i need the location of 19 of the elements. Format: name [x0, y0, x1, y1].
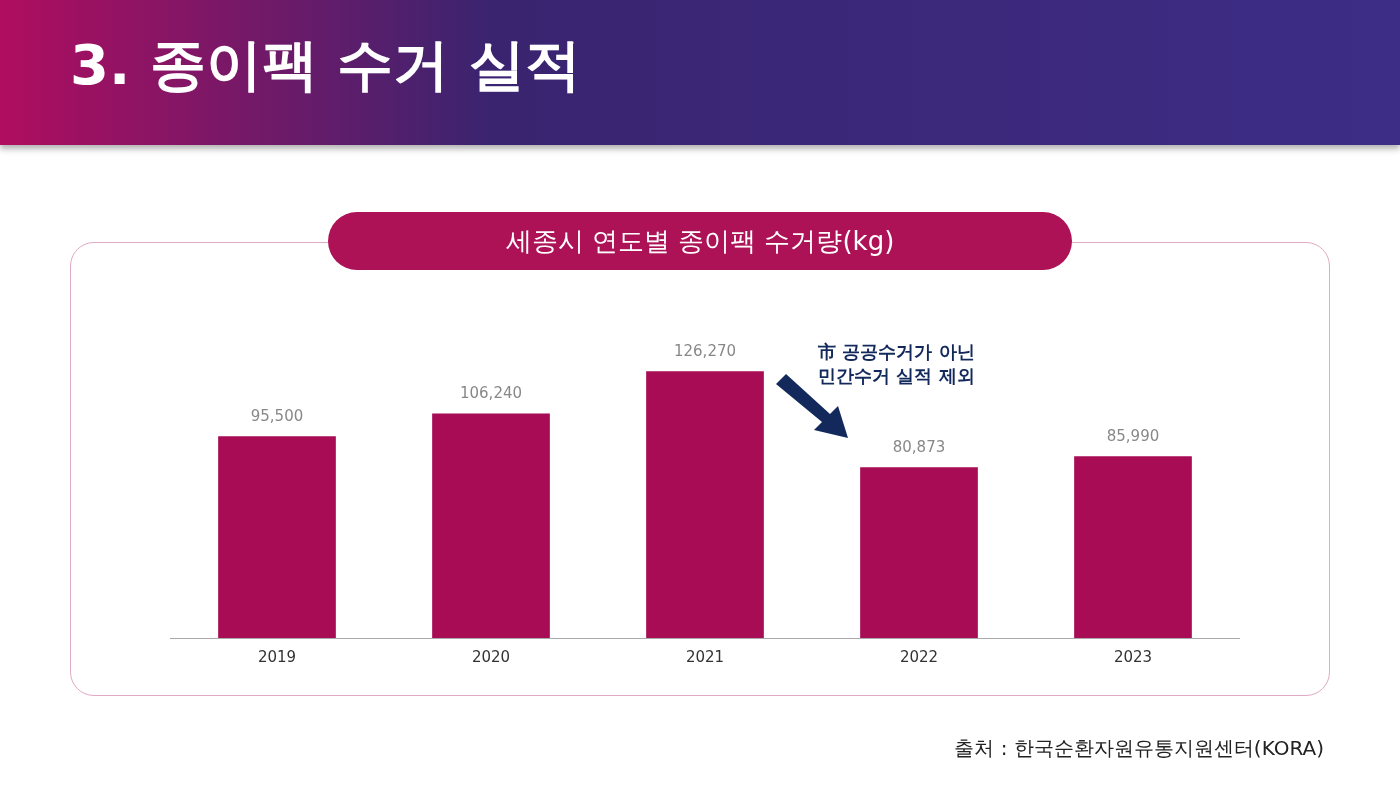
x-tick-label: 2020: [471, 647, 511, 666]
x-tick-label: 2023: [1113, 647, 1153, 666]
bar: [218, 436, 336, 638]
source-note: 출처 : 한국순환자원유통지원센터(KORA): [954, 735, 1324, 762]
chart-title: 3. 종이팩 수거 실적: [70, 31, 581, 99]
data-label: 106,240: [459, 383, 523, 402]
data-label: 85,990: [1106, 426, 1160, 445]
data-label: 126,270: [673, 341, 737, 360]
data-label: 80,873: [892, 437, 946, 456]
bar: [1074, 456, 1192, 638]
x-tick-label: 2019: [257, 647, 297, 666]
x-tick-label: 2022: [899, 647, 939, 666]
chart-subtitle: 세종시 연도별 종이팩 수거량(kg): [328, 212, 1072, 270]
annotation: 市 공공수거가 아닌 민간수거 실적 제외: [818, 340, 975, 388]
data-label: 95,500: [250, 406, 304, 425]
bar: [860, 467, 978, 638]
bar: [646, 371, 764, 638]
x-tick-label: 2021: [685, 647, 725, 666]
bar: [432, 413, 550, 638]
